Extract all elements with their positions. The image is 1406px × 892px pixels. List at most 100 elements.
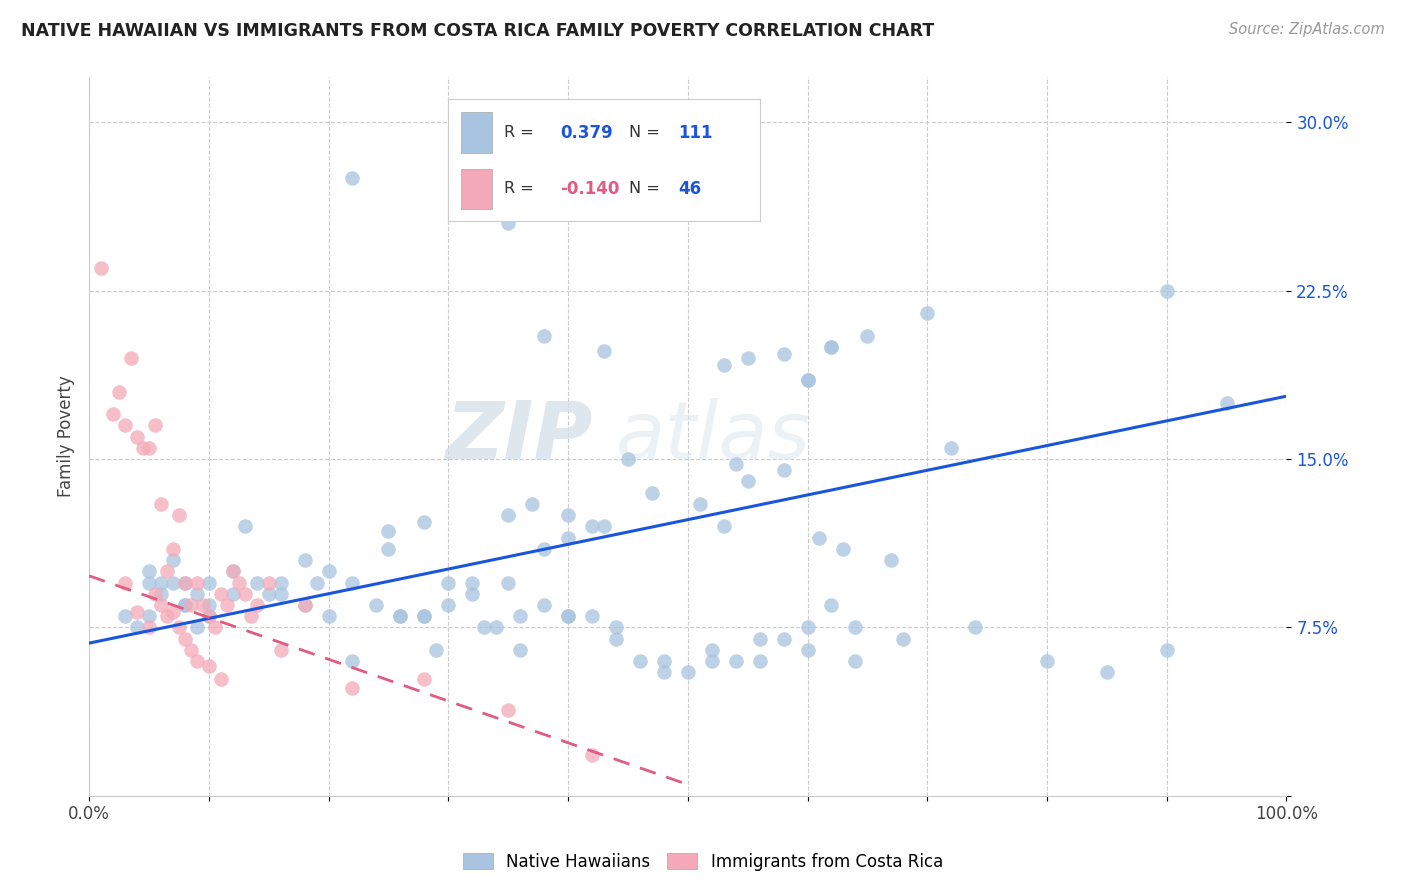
Point — [342, 575, 364, 590]
Point — [557, 508, 579, 523]
Point — [820, 340, 842, 354]
Point — [737, 475, 759, 489]
Point — [796, 620, 818, 634]
Point — [772, 632, 794, 646]
Point — [149, 587, 172, 601]
Point — [270, 643, 292, 657]
Point — [796, 643, 818, 657]
Point — [713, 519, 735, 533]
Point — [222, 587, 245, 601]
Point — [652, 665, 675, 680]
Point — [114, 609, 136, 624]
Point — [389, 609, 412, 624]
Point — [425, 643, 447, 657]
Point — [700, 654, 723, 668]
Point — [204, 620, 226, 634]
Point — [965, 620, 987, 634]
Point — [125, 605, 148, 619]
Point — [713, 358, 735, 372]
Point — [366, 598, 388, 612]
Point — [186, 620, 208, 634]
Point — [101, 407, 124, 421]
Point — [257, 587, 280, 601]
Point — [472, 620, 495, 634]
Point — [138, 620, 160, 634]
Point — [342, 171, 364, 186]
Point — [209, 672, 232, 686]
Point — [233, 519, 256, 533]
Point — [342, 654, 364, 668]
Text: atlas: atlas — [616, 398, 811, 475]
Point — [318, 564, 340, 578]
Point — [167, 508, 190, 523]
Point — [162, 541, 184, 556]
Point — [125, 429, 148, 443]
Point — [377, 541, 399, 556]
Point — [437, 575, 460, 590]
Point — [191, 598, 214, 612]
Point — [700, 643, 723, 657]
Point — [138, 609, 160, 624]
Point — [162, 575, 184, 590]
Text: Source: ZipAtlas.com: Source: ZipAtlas.com — [1229, 22, 1385, 37]
Point — [557, 531, 579, 545]
Point — [581, 748, 603, 763]
Point — [496, 216, 519, 230]
Point — [1036, 654, 1059, 668]
Point — [143, 587, 166, 601]
Point — [1156, 643, 1178, 657]
Point — [294, 553, 316, 567]
Point — [485, 620, 508, 634]
Point — [676, 665, 699, 680]
Point — [520, 497, 543, 511]
Point — [173, 632, 195, 646]
Point — [270, 575, 292, 590]
Point — [413, 609, 436, 624]
Point — [246, 598, 269, 612]
Point — [623, 187, 645, 202]
Point — [198, 609, 221, 624]
Point — [125, 620, 148, 634]
Point — [318, 609, 340, 624]
Point — [198, 575, 221, 590]
Point — [461, 587, 484, 601]
Point — [198, 658, 221, 673]
Point — [496, 703, 519, 717]
Point — [114, 418, 136, 433]
Point — [156, 609, 179, 624]
Y-axis label: Family Poverty: Family Poverty — [58, 376, 75, 498]
Point — [138, 564, 160, 578]
Point — [844, 654, 866, 668]
Point — [413, 515, 436, 529]
Point — [437, 598, 460, 612]
Point — [772, 463, 794, 477]
Point — [222, 564, 245, 578]
Point — [628, 654, 651, 668]
Point — [808, 531, 831, 545]
Point — [496, 575, 519, 590]
Point — [149, 598, 172, 612]
Point — [108, 384, 131, 399]
Point — [138, 441, 160, 455]
Point — [186, 654, 208, 668]
Point — [120, 351, 142, 365]
Point — [557, 609, 579, 624]
Point — [167, 620, 190, 634]
Point — [724, 457, 747, 471]
Point — [557, 609, 579, 624]
Point — [294, 598, 316, 612]
Point — [239, 609, 262, 624]
Point — [461, 575, 484, 590]
Point — [617, 452, 640, 467]
Point — [915, 306, 938, 320]
Point — [173, 598, 195, 612]
Point — [186, 575, 208, 590]
Point — [389, 609, 412, 624]
Point — [90, 261, 112, 276]
Point — [533, 328, 555, 343]
Point — [257, 575, 280, 590]
Point — [737, 351, 759, 365]
Point — [173, 598, 195, 612]
Point — [173, 575, 195, 590]
Point — [413, 609, 436, 624]
